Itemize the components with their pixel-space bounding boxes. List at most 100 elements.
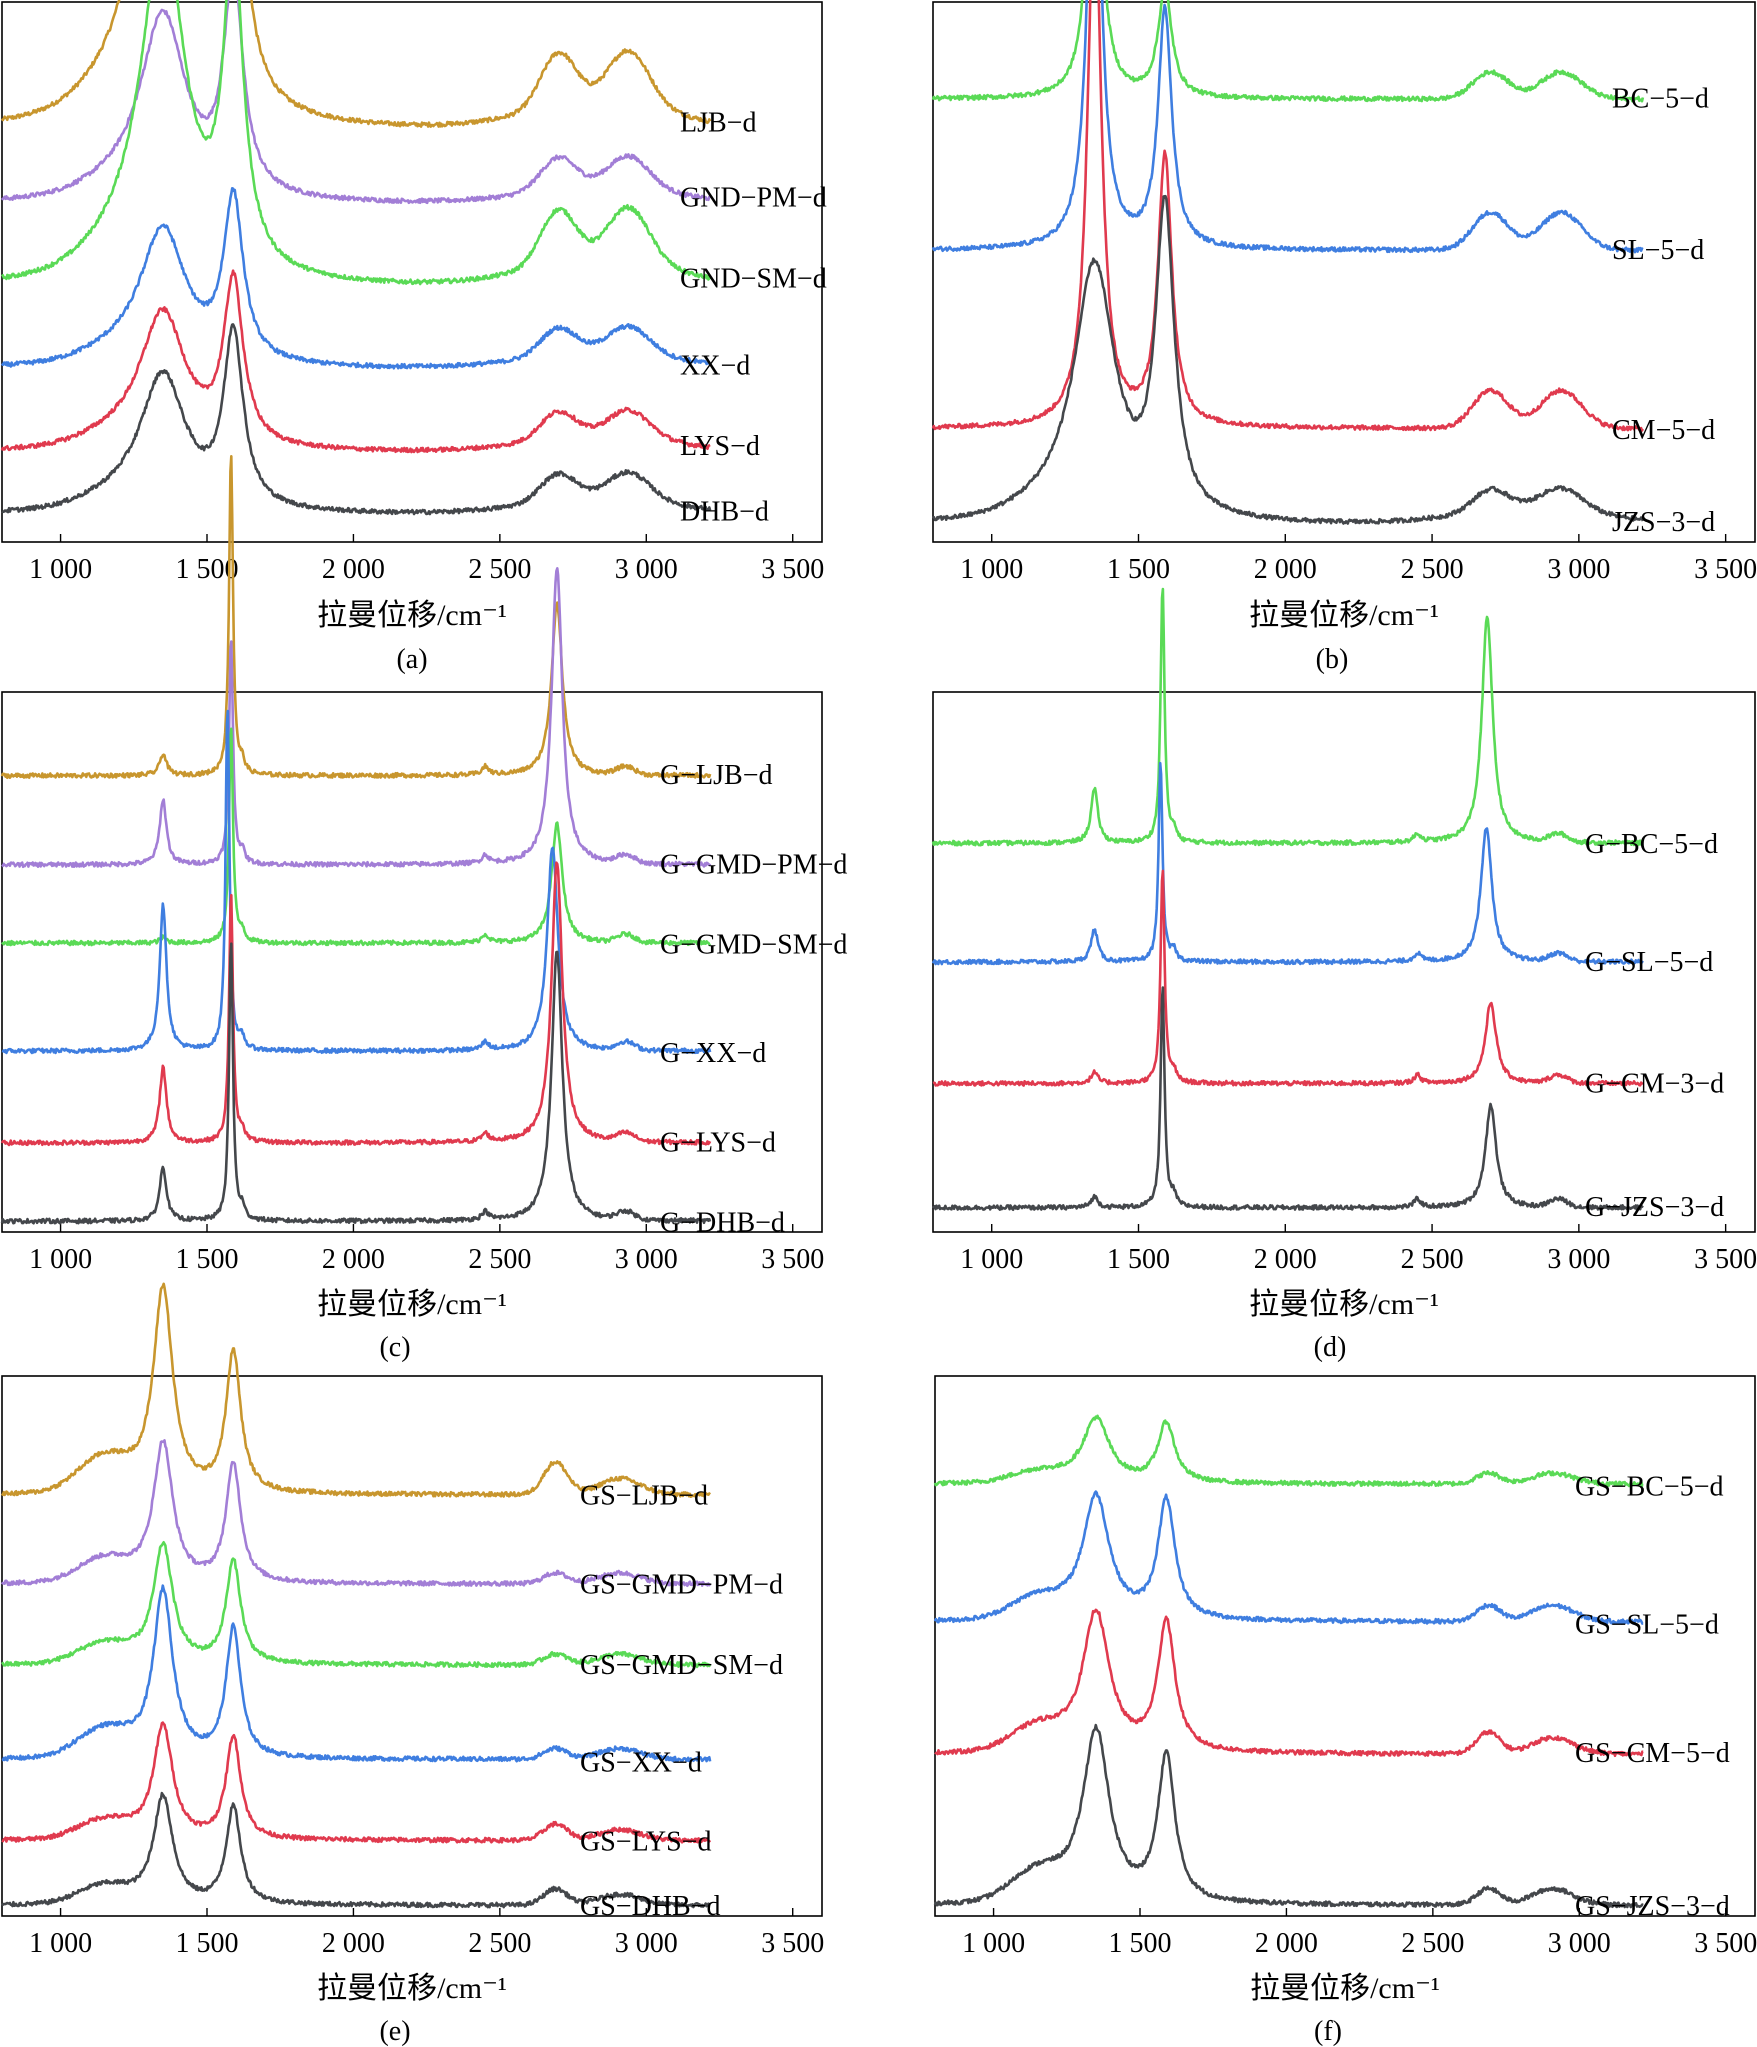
x-tick-label: 3 500 — [1694, 1244, 1757, 1275]
x-axis: 1 000 1 500 2 000 2 500 3 000 3 500 — [960, 534, 1757, 585]
series-label: G−CM−3−d — [1585, 1069, 1724, 1100]
series-line — [931, 0, 1644, 254]
x-tick-label: 3 000 — [1547, 1244, 1610, 1275]
series-label: GS−DHB−d — [580, 1891, 721, 1922]
series-label: JZS−3−d — [1612, 507, 1715, 538]
series-label: SL−5−d — [1612, 235, 1704, 266]
x-tick-label: 2 000 — [1254, 1244, 1317, 1275]
series-label: LYS−d — [680, 431, 760, 462]
series-label: BC−5−d — [1612, 84, 1709, 115]
series-line — [0, 269, 711, 454]
panel-d: 1 000 1 500 2 000 2 500 3 000 3 500 G−BC−5−dG… — [931, 587, 1757, 1363]
series-label: LJB−d — [680, 107, 756, 138]
x-axis-title: 拉曼位移/cm⁻¹ — [1250, 1972, 1440, 2005]
x-axis: 1 000 1 500 2 000 2 500 3 000 3 500 — [962, 1908, 1757, 1959]
spectra: GS−LJB−d GS−GMD−PM−d GS−GMD−SM−d GS−XX−d GS−… — [0, 1282, 783, 1922]
series-line — [0, 1282, 712, 1498]
series-line — [0, 187, 712, 370]
series-label: GS−SL−5−d — [1575, 1610, 1719, 1641]
x-axis: 1 000 1 500 2 000 2 500 3 000 3 500 — [29, 1224, 824, 1275]
x-tick-label: 1 500 — [1109, 1928, 1172, 1959]
x-tick-label: 1 000 — [29, 554, 92, 585]
series-line — [1, 0, 711, 286]
x-tick-label: 2 000 — [322, 1244, 385, 1275]
series-line — [1, 1721, 712, 1844]
series-label: GS−BC−5−d — [1575, 1472, 1724, 1503]
x-tick-label: 3 000 — [615, 554, 678, 585]
series-label: G−GMD−SM−d — [660, 930, 847, 961]
x-tick-label: 1 000 — [29, 1928, 92, 1959]
series-line — [933, 1723, 1644, 1909]
panel-b: 1 000 1 500 2 000 2 500 3 000 3 500 BC−5−d SL−… — [931, 0, 1757, 675]
series-line — [932, 986, 1644, 1211]
spectra: BC−5−d SL−5−d CM−5−d JZS−3−d — [931, 0, 1715, 538]
series-label: GS−LJB−d — [580, 1480, 708, 1511]
series-line — [931, 0, 1645, 103]
panel-f: 1 000 1 500 2 000 2 500 3 000 3 500 GS−BC−5−d… — [933, 1375, 1757, 2047]
series-label: G−DHB−d — [660, 1208, 785, 1239]
series-label: GS−GMD−SM−d — [580, 1650, 783, 1681]
series-label: GS−CM−5−d — [1575, 1738, 1730, 1769]
x-axis: 1 000 1 500 2 000 2 500 3 000 3 500 — [29, 1908, 824, 1959]
series-label: G−BC−5−d — [1585, 829, 1718, 860]
x-tick-label: 1 000 — [29, 1244, 92, 1275]
series-label: GS−LYS−d — [580, 1826, 711, 1857]
plot-frame — [932, 1, 1756, 543]
x-tick-label: 2 000 — [1254, 554, 1317, 585]
x-axis-title: 拉曼位移/cm⁻¹ — [317, 1288, 507, 1321]
x-axis-title: 拉曼位移/cm⁻¹ — [1249, 599, 1439, 632]
x-tick-label: 2 500 — [1401, 554, 1464, 585]
x-tick-label: 2 500 — [1401, 1244, 1464, 1275]
panel-caption: (a) — [396, 644, 427, 675]
x-tick-label: 2 500 — [468, 1928, 531, 1959]
series-line — [934, 1608, 1644, 1758]
series-line — [0, 942, 712, 1225]
spectra: G−LJB−d G−GMD−PM−d G−GMD−SM−d G−XX−d G−LYS−d… — [0, 455, 847, 1239]
series-label: G−GMD−PM−d — [660, 850, 847, 881]
series-label: GND−SM−d — [680, 264, 827, 295]
series-line — [1, 709, 712, 1055]
series-line — [0, 455, 712, 780]
x-tick-label: 3 000 — [1547, 554, 1610, 585]
series-label: G−SL−5−d — [1585, 947, 1713, 978]
spectra: G−BC−5−d G−SL−5−d G−CM−3−d G−JZS−3−d — [931, 587, 1724, 1223]
plot-frame — [1, 1, 823, 543]
x-tick-label: 3 500 — [761, 1928, 824, 1959]
series-label: GS−XX−d — [580, 1747, 702, 1778]
x-tick-label: 2 000 — [322, 554, 385, 585]
x-axis: 1 000 1 500 2 000 2 500 3 000 3 500 — [960, 1224, 1757, 1275]
x-tick-label: 1 500 — [176, 1244, 239, 1275]
spectra: LJB−d GND−PM−d GND−SM−d XX−d LYS−d DHB−d — [0, 0, 827, 527]
panel-e: 1 000 1 500 2 000 2 500 3 000 3 500 GS−LJB−dG… — [0, 1282, 824, 2047]
x-tick-label: 3 000 — [615, 1928, 678, 1959]
x-tick-label: 1 000 — [960, 554, 1023, 585]
x-tick-label: 2 500 — [1401, 1928, 1464, 1959]
panel-c: 1 000 1 500 2 000 2 500 3 000 3 500 G−LJB−d G−… — [0, 455, 847, 1363]
series-line — [932, 194, 1645, 525]
series-line — [1, 1541, 712, 1669]
series-line — [0, 1439, 712, 1588]
series-label: G−LJB−d — [660, 760, 772, 791]
series-label: G−JZS−3−d — [1585, 1192, 1724, 1223]
x-axis: 1 000 1 500 2 000 2 500 3 000 3 500 — [29, 534, 824, 585]
x-tick-label: 2 000 — [1255, 1928, 1318, 1959]
panel-caption: (f) — [1314, 2016, 1342, 2047]
x-tick-label: 1 500 — [1107, 1244, 1170, 1275]
series-line — [933, 1414, 1644, 1488]
spectra: GS−BC−5−d GS−SL−5−d GS−CM−5−d GS−JZS−3−d — [933, 1414, 1730, 1922]
x-tick-label: 3 500 — [1694, 554, 1757, 585]
panel-caption: (e) — [379, 2016, 410, 2047]
panel-caption: (c) — [379, 1332, 410, 1363]
x-tick-label: 1 000 — [962, 1928, 1025, 1959]
x-tick-label: 3 000 — [1548, 1928, 1611, 1959]
x-axis-title: 拉曼位移/cm⁻¹ — [1249, 1288, 1439, 1321]
series-line — [0, 1791, 711, 1909]
series-line — [1, 0, 711, 205]
series-line — [1, 567, 712, 869]
x-tick-label: 1 500 — [1107, 554, 1170, 585]
x-axis-title: 拉曼位移/cm⁻¹ — [317, 599, 507, 632]
x-tick-label: 2 500 — [468, 1244, 531, 1275]
series-label: GS−JZS−3−d — [1575, 1891, 1730, 1922]
panel-caption: (d) — [1314, 1332, 1347, 1363]
